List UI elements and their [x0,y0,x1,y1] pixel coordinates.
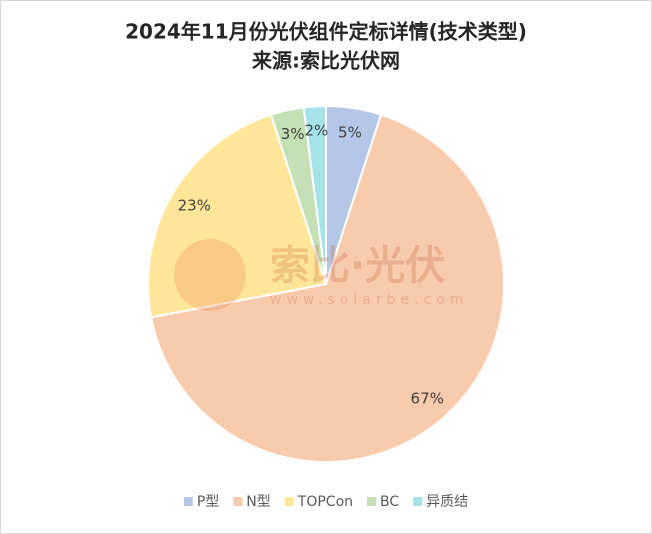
watermark-url: www.solarbe.com [270,292,468,308]
watermark-logo [174,239,246,311]
legend-item: P型 [183,494,219,510]
legend-swatch [367,497,377,506]
legend-swatch [284,497,294,506]
legend-label: P型 [197,494,219,510]
chart-subtitle: 来源:索比光伏网 [251,49,400,73]
data-label: 67% [411,389,444,407]
pie: 5% 67% 23% 3% 2% [147,104,505,463]
data-label: 3% [281,125,305,143]
legend-swatch [183,497,193,506]
legend-label: BC [380,494,399,510]
data-label: 5% [338,123,362,141]
pie-slice [302,104,327,285]
pie-slice [149,113,505,463]
data-label: 23% [178,197,211,215]
watermark-text: 索比·光伏 [270,243,445,289]
legend-swatch [233,497,243,506]
legend-item: 异质结 [413,494,468,510]
legend-label: TOPCon [297,494,353,510]
legend-item: TOPCon [284,494,353,510]
legend-item: BC [367,494,399,510]
chart-title: 2024年11月份光伏组件定标详情(技术类型) [125,20,527,44]
legend-item: N型 [233,494,271,510]
pie-slice [147,113,328,319]
legend-label: N型 [246,494,270,510]
legend-label: 异质结 [426,494,468,510]
legend-swatch [413,497,423,506]
legend: P型 N型 TOPCon BC 异质结 [183,494,468,510]
data-label: 2% [304,122,328,140]
watermark: 索比·光伏 www.solarbe.com [174,239,468,311]
